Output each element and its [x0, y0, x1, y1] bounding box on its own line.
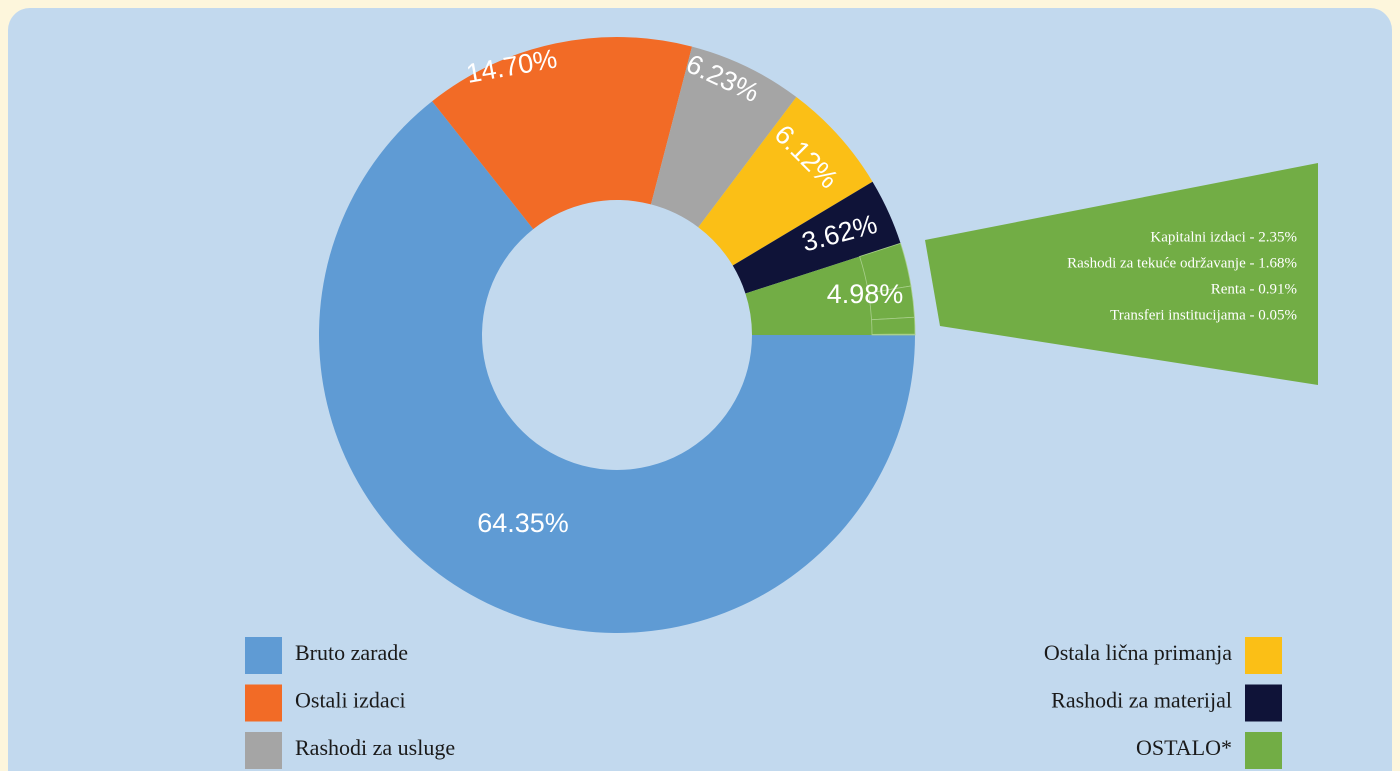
- breakout-label: Renta - 0.91%: [1211, 281, 1297, 297]
- breakout-label: Rashodi za tekuće održavanje - 1.68%: [1067, 255, 1297, 271]
- legend-swatch: [245, 732, 282, 769]
- legend-label: Rashodi za materijal: [1051, 688, 1232, 713]
- sub-slice: [871, 316, 916, 335]
- slice: [432, 36, 693, 230]
- legend-label: Ostala lična primanja: [1044, 640, 1232, 665]
- data-label: 4.98%: [827, 279, 904, 309]
- legend-label: Ostali izdaci: [295, 688, 406, 713]
- slice: [318, 101, 915, 634]
- breakout-label: Kapitalni izdaci - 2.35%: [1150, 229, 1297, 245]
- legend-label: Rashodi za usluge: [295, 735, 455, 760]
- legend-label: OSTALO*: [1136, 735, 1232, 760]
- breakout-box: [925, 163, 1318, 385]
- slice: [698, 97, 873, 266]
- legend-swatch: [1245, 732, 1282, 769]
- legend-label: Bruto zarade: [295, 640, 408, 665]
- legend-swatch: [245, 684, 282, 722]
- legend-swatch: [245, 637, 282, 674]
- slice: [650, 46, 797, 228]
- legend-swatch: [1245, 637, 1282, 674]
- breakout-label: Transferi institucijama - 0.05%: [1110, 307, 1297, 323]
- slice: [732, 181, 901, 294]
- sub-slice: [871, 333, 916, 336]
- data-label: 64.35%: [477, 508, 569, 538]
- legend-swatch: [1245, 684, 1282, 722]
